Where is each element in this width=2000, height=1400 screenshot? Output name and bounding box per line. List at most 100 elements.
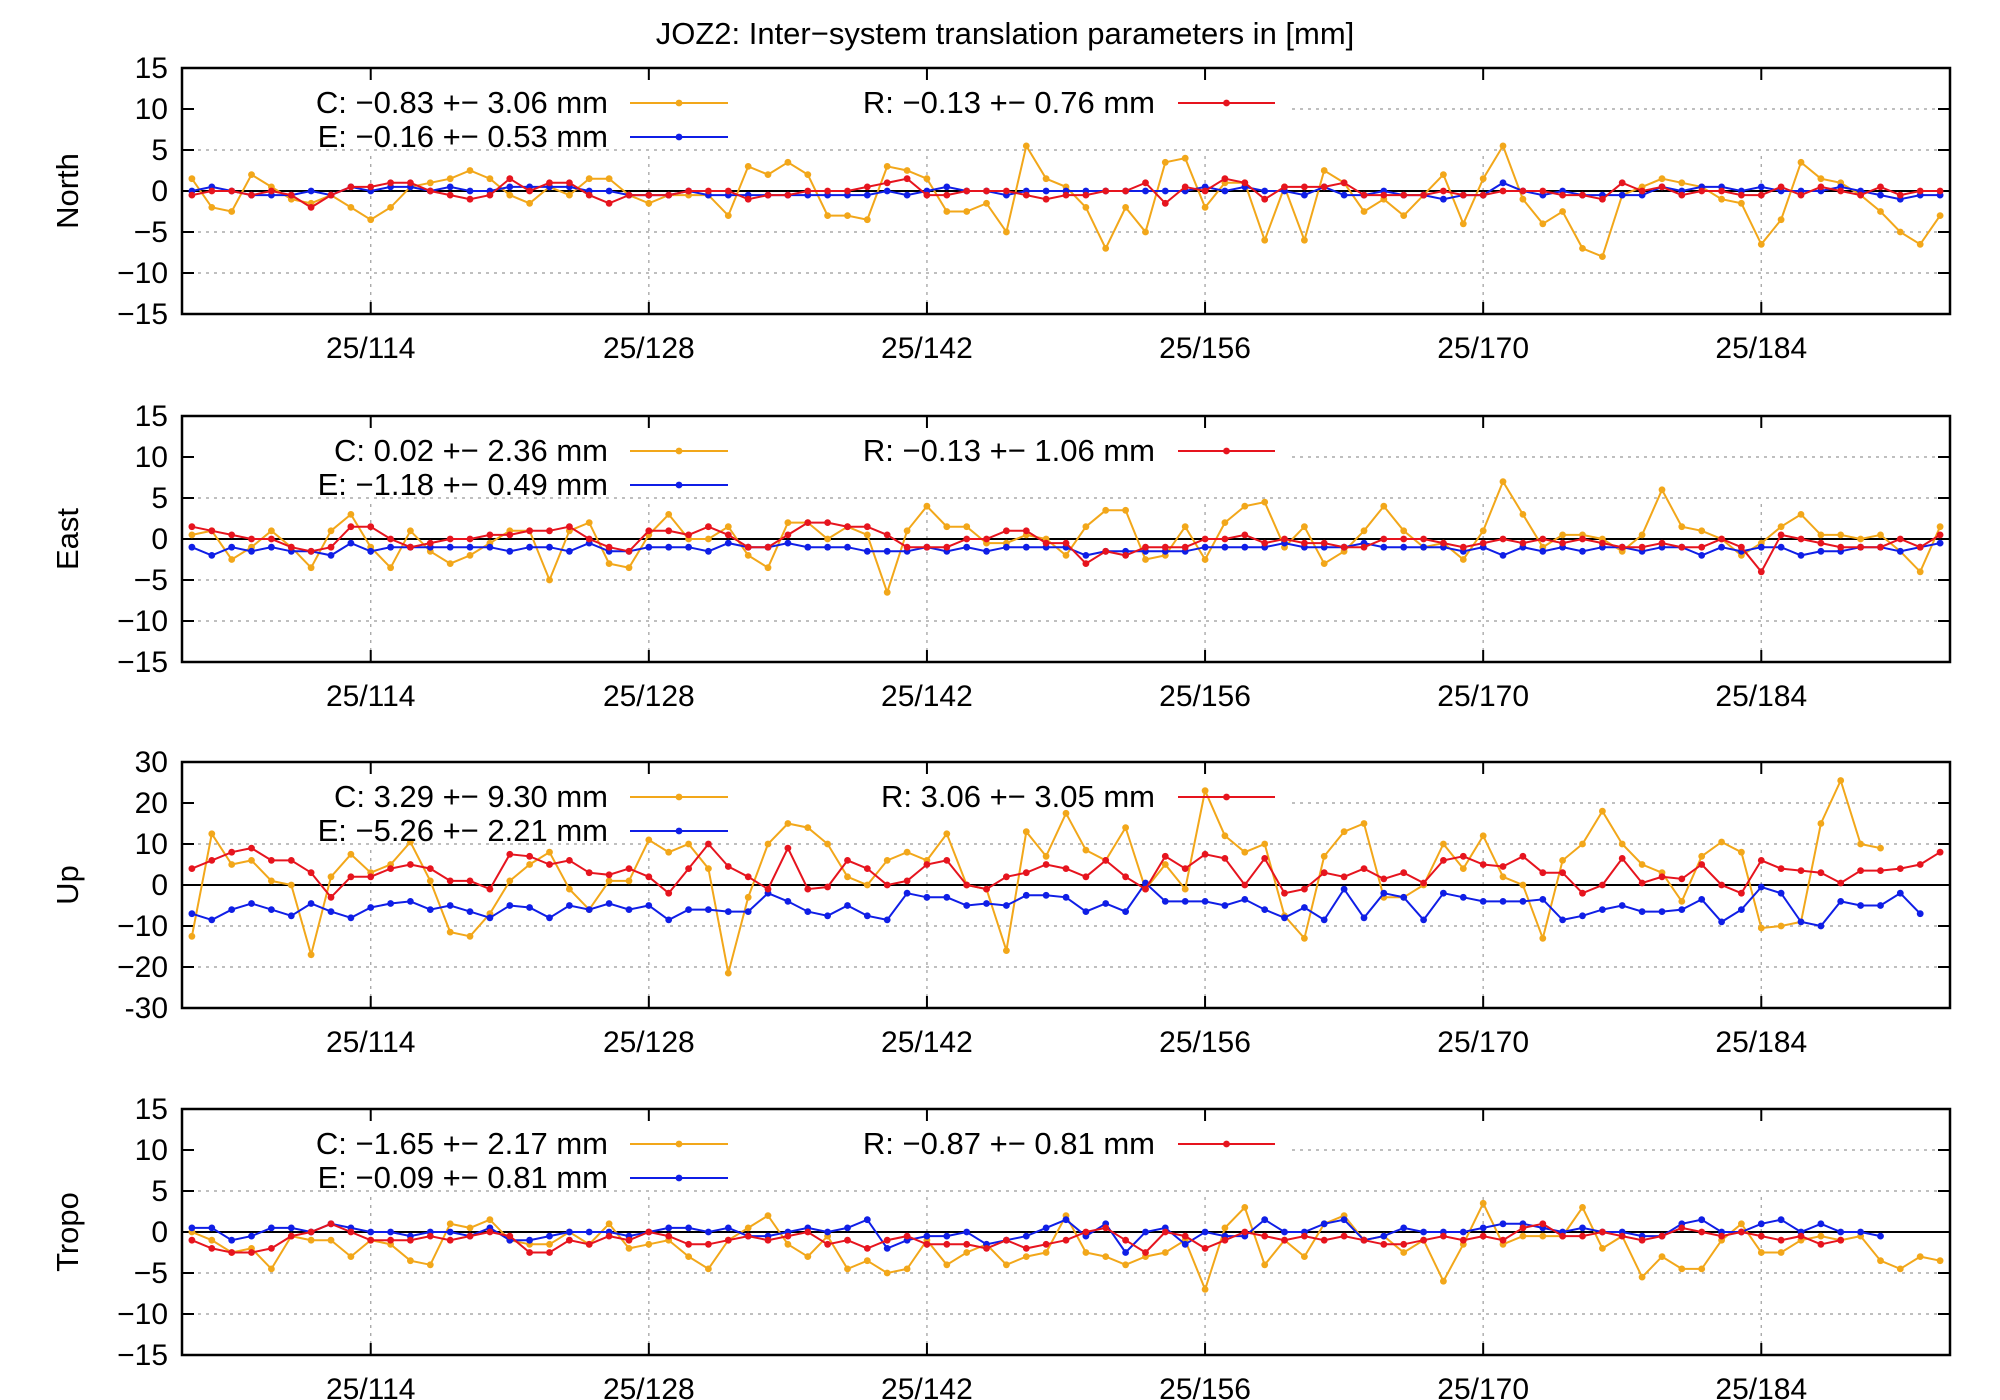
x-tick-label: 25/142 (881, 1026, 973, 1059)
data-point (943, 208, 951, 215)
data-point (486, 175, 494, 183)
data-point (387, 1236, 394, 1244)
data-point (1698, 896, 1706, 903)
data-point (1539, 220, 1547, 228)
data-point (685, 187, 692, 195)
data-point (744, 552, 752, 559)
data-point (1082, 873, 1090, 881)
series-line (191, 143, 1941, 258)
data-point (208, 204, 216, 211)
data-point (1896, 1265, 1904, 1273)
x-tick-label: 25/114 (326, 1373, 416, 1400)
data-point (1559, 531, 1566, 539)
y-tick-label: 0 (151, 175, 168, 208)
data-point (1499, 535, 1507, 543)
data-point (705, 523, 712, 531)
data-point (705, 1240, 712, 1248)
data-point (1797, 158, 1805, 166)
data-point (446, 183, 454, 191)
data-point (744, 1224, 752, 1232)
data-point (1261, 498, 1269, 506)
data-point (367, 183, 375, 191)
data-point (426, 187, 434, 195)
x-tick-label: 25/142 (881, 332, 973, 365)
data-point (983, 187, 990, 195)
data-point (724, 1224, 732, 1232)
data-point (1380, 1232, 1388, 1240)
data-point (387, 535, 394, 543)
series-R (188, 519, 1944, 576)
data-point (1281, 1228, 1288, 1236)
data-point (1380, 889, 1388, 897)
data-point (1003, 1236, 1010, 1244)
data-point (1161, 861, 1169, 868)
data-point (1102, 245, 1110, 252)
data-point (863, 865, 871, 872)
data-point (625, 1236, 633, 1244)
data-point (1440, 1232, 1447, 1240)
data-point (1738, 191, 1745, 199)
data-point (1658, 873, 1666, 881)
data-point (983, 199, 990, 207)
data-point (824, 187, 831, 195)
data-point (1340, 1216, 1348, 1224)
data-point (1261, 1216, 1269, 1224)
data-point (1916, 187, 1924, 195)
legend-entry-C: C: −0.83 +− 3.06 mm (316, 85, 608, 120)
x-tick-label: 25/128 (603, 1373, 695, 1400)
data-point (724, 212, 732, 220)
data-point (1777, 922, 1785, 930)
data-point (466, 187, 474, 195)
data-point (248, 547, 255, 555)
data-point (1440, 195, 1447, 203)
data-point (1519, 898, 1527, 905)
data-point (1380, 1240, 1388, 1248)
data-point (1936, 187, 1944, 195)
data-point (883, 547, 891, 555)
data-point (486, 1216, 494, 1224)
data-point (446, 902, 454, 909)
data-point (784, 844, 792, 852)
data-point (506, 902, 514, 909)
y-tick-label: 0 (151, 1216, 168, 1249)
data-point (1142, 885, 1149, 893)
data-point (585, 1240, 593, 1248)
data-point (1221, 1236, 1229, 1244)
data-point (844, 187, 851, 195)
data-point (1757, 568, 1765, 576)
data-point (1320, 1236, 1328, 1244)
data-point (1539, 896, 1547, 903)
data-point (1817, 869, 1825, 877)
data-point (466, 535, 474, 543)
data-point (268, 857, 275, 864)
series-R (188, 840, 1944, 901)
x-tick-label: 25/170 (1437, 1026, 1529, 1059)
y-tick-label: −10 (117, 910, 168, 943)
data-point (387, 564, 394, 572)
data-point (327, 873, 335, 881)
data-point (1757, 191, 1765, 199)
data-point (1896, 889, 1904, 897)
data-point (526, 527, 533, 535)
data-point (1261, 187, 1269, 195)
data-point (1082, 1249, 1090, 1256)
data-point (1936, 848, 1944, 856)
data-point (1916, 1253, 1924, 1260)
y-tick-label: 15 (135, 1093, 168, 1126)
data-point (1877, 208, 1884, 215)
data-point (1777, 531, 1785, 539)
data-point (1301, 885, 1308, 893)
data-point (1400, 212, 1408, 220)
data-point (1003, 873, 1010, 881)
data-point (1757, 183, 1765, 191)
data-point (645, 199, 653, 207)
data-point (1678, 179, 1686, 187)
data-point (407, 898, 414, 905)
data-point (863, 881, 871, 889)
data-point (645, 191, 653, 199)
data-point (1301, 236, 1308, 244)
data-point (1161, 199, 1169, 207)
data-point (208, 830, 216, 838)
x-tick-label: 25/128 (603, 332, 695, 365)
